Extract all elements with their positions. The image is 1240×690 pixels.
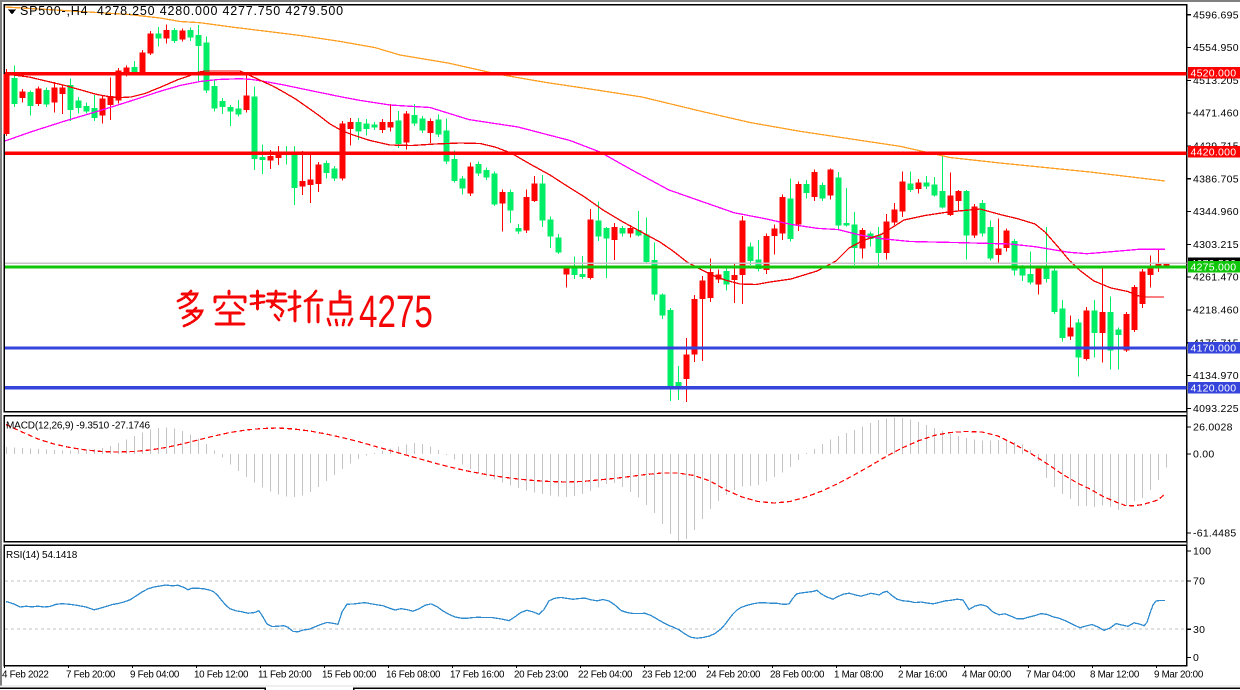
svg-text:4170.000: 4170.000 xyxy=(1191,343,1237,355)
svg-text:4275.000: 4275.000 xyxy=(1191,262,1237,274)
svg-text:0.00: 0.00 xyxy=(1193,449,1214,461)
svg-text:4520.000: 4520.000 xyxy=(1191,68,1237,80)
svg-text:-61.4485: -61.4485 xyxy=(1193,528,1236,540)
svg-text:4344.960: 4344.960 xyxy=(1193,206,1239,218)
svg-text:1 Mar 08:00: 1 Mar 08:00 xyxy=(834,670,884,681)
svg-text:MACD(12,26,9) -9.3510 -27.1746: MACD(12,26,9) -9.3510 -27.1746 xyxy=(6,421,151,432)
svg-text:0: 0 xyxy=(1193,652,1199,664)
svg-text:7 Mar 04:00: 7 Mar 04:00 xyxy=(1026,670,1076,681)
svg-text:4218.460: 4218.460 xyxy=(1193,305,1239,317)
svg-text:10 Feb 12:00: 10 Feb 12:00 xyxy=(194,670,249,681)
svg-text:4596.695: 4596.695 xyxy=(1193,9,1239,21)
svg-text:9 Feb 04:00: 9 Feb 04:00 xyxy=(130,670,180,681)
svg-text:23 Feb 12:00: 23 Feb 12:00 xyxy=(642,670,697,681)
svg-text:4386.705: 4386.705 xyxy=(1193,173,1239,185)
svg-text:24 Feb 20:00: 24 Feb 20:00 xyxy=(706,670,761,681)
svg-text:4 Feb 2022: 4 Feb 2022 xyxy=(2,670,49,681)
svg-text:16 Feb 08:00: 16 Feb 08:00 xyxy=(386,670,441,681)
svg-text:4093.225: 4093.225 xyxy=(1193,403,1239,415)
svg-text:4120.000: 4120.000 xyxy=(1191,382,1237,394)
svg-text:100: 100 xyxy=(1193,546,1211,558)
svg-text:28 Feb 00:00: 28 Feb 00:00 xyxy=(770,670,825,681)
svg-text:22 Feb 04:00: 22 Feb 04:00 xyxy=(578,670,633,681)
svg-text:26.0028: 26.0028 xyxy=(1193,422,1233,434)
svg-text:2 Mar 16:00: 2 Mar 16:00 xyxy=(898,670,948,681)
svg-text:17 Feb 16:00: 17 Feb 16:00 xyxy=(450,670,505,681)
svg-text:7 Feb 20:00: 7 Feb 20:00 xyxy=(66,670,116,681)
svg-text:4 Mar 00:00: 4 Mar 00:00 xyxy=(962,670,1012,681)
svg-text:RSI(14) 54.1418: RSI(14) 54.1418 xyxy=(6,550,78,561)
svg-text:8 Mar 12:00: 8 Mar 12:00 xyxy=(1090,670,1140,681)
svg-text:4420.000: 4420.000 xyxy=(1191,147,1237,159)
svg-text:4261.470: 4261.470 xyxy=(1193,272,1239,284)
svg-text:4275: 4275 xyxy=(359,287,433,337)
svg-text:SP500-,H4 4278.250 4280.000 4: SP500-,H4 4278.250 4280.000 4277.750 427… xyxy=(20,4,344,18)
svg-text:4303.215: 4303.215 xyxy=(1193,239,1239,251)
svg-text:15 Feb 00:00: 15 Feb 00:00 xyxy=(322,670,377,681)
svg-text:4471.460: 4471.460 xyxy=(1193,108,1239,120)
svg-text:9 Mar 20:00: 9 Mar 20:00 xyxy=(1154,670,1204,681)
svg-text:4554.950: 4554.950 xyxy=(1193,42,1239,54)
svg-text:4134.970: 4134.970 xyxy=(1193,370,1239,382)
svg-text:70: 70 xyxy=(1193,576,1205,588)
svg-text:11 Feb 20:00: 11 Feb 20:00 xyxy=(258,670,312,681)
svg-text:30: 30 xyxy=(1193,624,1205,636)
svg-text:20 Feb 23:00: 20 Feb 23:00 xyxy=(514,670,569,681)
